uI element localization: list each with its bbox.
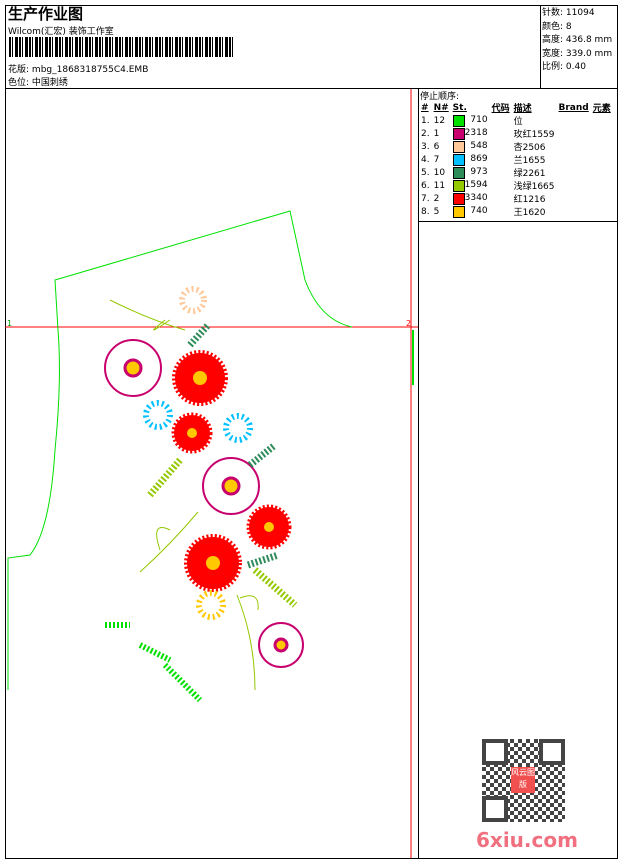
color-swatch	[452, 205, 465, 218]
row-index: 7.	[421, 193, 430, 204]
table-row: 1. 12 710 位	[419, 114, 613, 127]
color-swatch	[452, 179, 465, 192]
watermark-text: 6xiu.com	[476, 828, 578, 852]
needle-number: 6	[433, 141, 440, 152]
row-index: 8.	[421, 206, 430, 217]
stitch-count: 2318	[451, 127, 490, 140]
color-description: 红1216	[513, 195, 546, 205]
table-row: 5. 10 973 绿2261	[419, 166, 613, 179]
row-index: 5.	[421, 167, 430, 178]
qr-code: 风云图版	[482, 739, 565, 822]
guide-marker-2: 2	[406, 319, 411, 328]
row-index: 1.	[421, 115, 430, 126]
design-file: 花版: mbg_1868318755C4.EMB	[8, 65, 149, 75]
stitch-count: 3340	[451, 192, 490, 205]
needle-number: 10	[433, 167, 446, 178]
row-index: 6.	[421, 180, 430, 191]
needle-number: 11	[433, 180, 446, 191]
color-sequence-table: # N# St. 代码 描述 Brand 元素 1. 12 710 位 2. 1 2318 玫红1559 3.…	[419, 101, 613, 219]
color-swatch	[452, 114, 465, 127]
column-header: 代码	[491, 104, 510, 114]
color-swatch	[452, 153, 465, 166]
stat-item: 高度: 436.8 mm	[542, 35, 613, 45]
column-header: St.	[452, 102, 467, 113]
row-index: 3.	[421, 141, 430, 152]
table-row: 7. 2 3340 红1216	[419, 192, 613, 205]
stat-item: 颜色: 8	[542, 21, 572, 32]
needle-number: 2	[433, 193, 440, 204]
guide-marker-1: 1	[7, 319, 12, 328]
column-header: 描述	[513, 104, 532, 114]
color-description: 位	[513, 117, 523, 127]
studio-name: Wilcom(汇宏) 装饰工作室	[8, 27, 114, 37]
color-swatch	[452, 166, 465, 179]
stitch-count: 740	[451, 205, 490, 218]
seal-logo: 风云图版	[511, 767, 535, 793]
row-index: 2.	[421, 128, 430, 139]
sequence-title: 停止顺序:	[420, 92, 460, 102]
garment-outline	[7, 210, 353, 690]
stat-item: 比例: 0.40	[542, 62, 586, 72]
color-description: 王1620	[513, 208, 546, 218]
color-description: 杏2506	[513, 143, 546, 153]
flowers	[104, 286, 304, 703]
needle-number: 5	[433, 206, 440, 217]
stitch-count: 973	[451, 166, 490, 179]
color-description: 绿2261	[513, 169, 546, 179]
column-header: N#	[433, 102, 449, 113]
color-swatch	[452, 127, 465, 140]
page-title: 生产作业图	[8, 5, 84, 23]
preview-side-panel	[418, 221, 618, 859]
table-row: 3. 6 548 杏2506	[419, 140, 613, 153]
needle-number: 12	[433, 115, 446, 126]
table-row: 6. 11 1594 浅绿1665	[419, 179, 613, 192]
needle-number: 7	[433, 154, 440, 165]
stitch-count: 869	[451, 153, 490, 166]
table-row: 4. 7 869 兰1655	[419, 153, 613, 166]
stitch-count: 548	[451, 140, 490, 153]
color-description: 浅绿1665	[513, 182, 555, 192]
stat-item: 宽度: 339.0 mm	[542, 48, 613, 59]
stitch-count: 1594	[451, 179, 490, 192]
row-index: 4.	[421, 154, 430, 165]
needle-number: 1	[433, 128, 440, 139]
column-header: 元素	[592, 104, 611, 114]
color-position: 色位: 中国刺绣	[8, 78, 68, 88]
stat-item: 针数: 11094	[542, 8, 595, 18]
column-header: #	[421, 102, 429, 113]
color-description: 兰1655	[513, 156, 546, 166]
color-swatch	[452, 192, 465, 205]
color-description: 玫红1559	[513, 130, 555, 140]
table-row: 8. 5 740 王1620	[419, 205, 613, 218]
table-row: 2. 1 2318 玫红1559	[419, 127, 613, 140]
barcode	[9, 37, 234, 57]
column-header: Brand	[558, 102, 589, 113]
color-swatch	[452, 140, 465, 153]
stitch-count: 710	[451, 114, 490, 127]
